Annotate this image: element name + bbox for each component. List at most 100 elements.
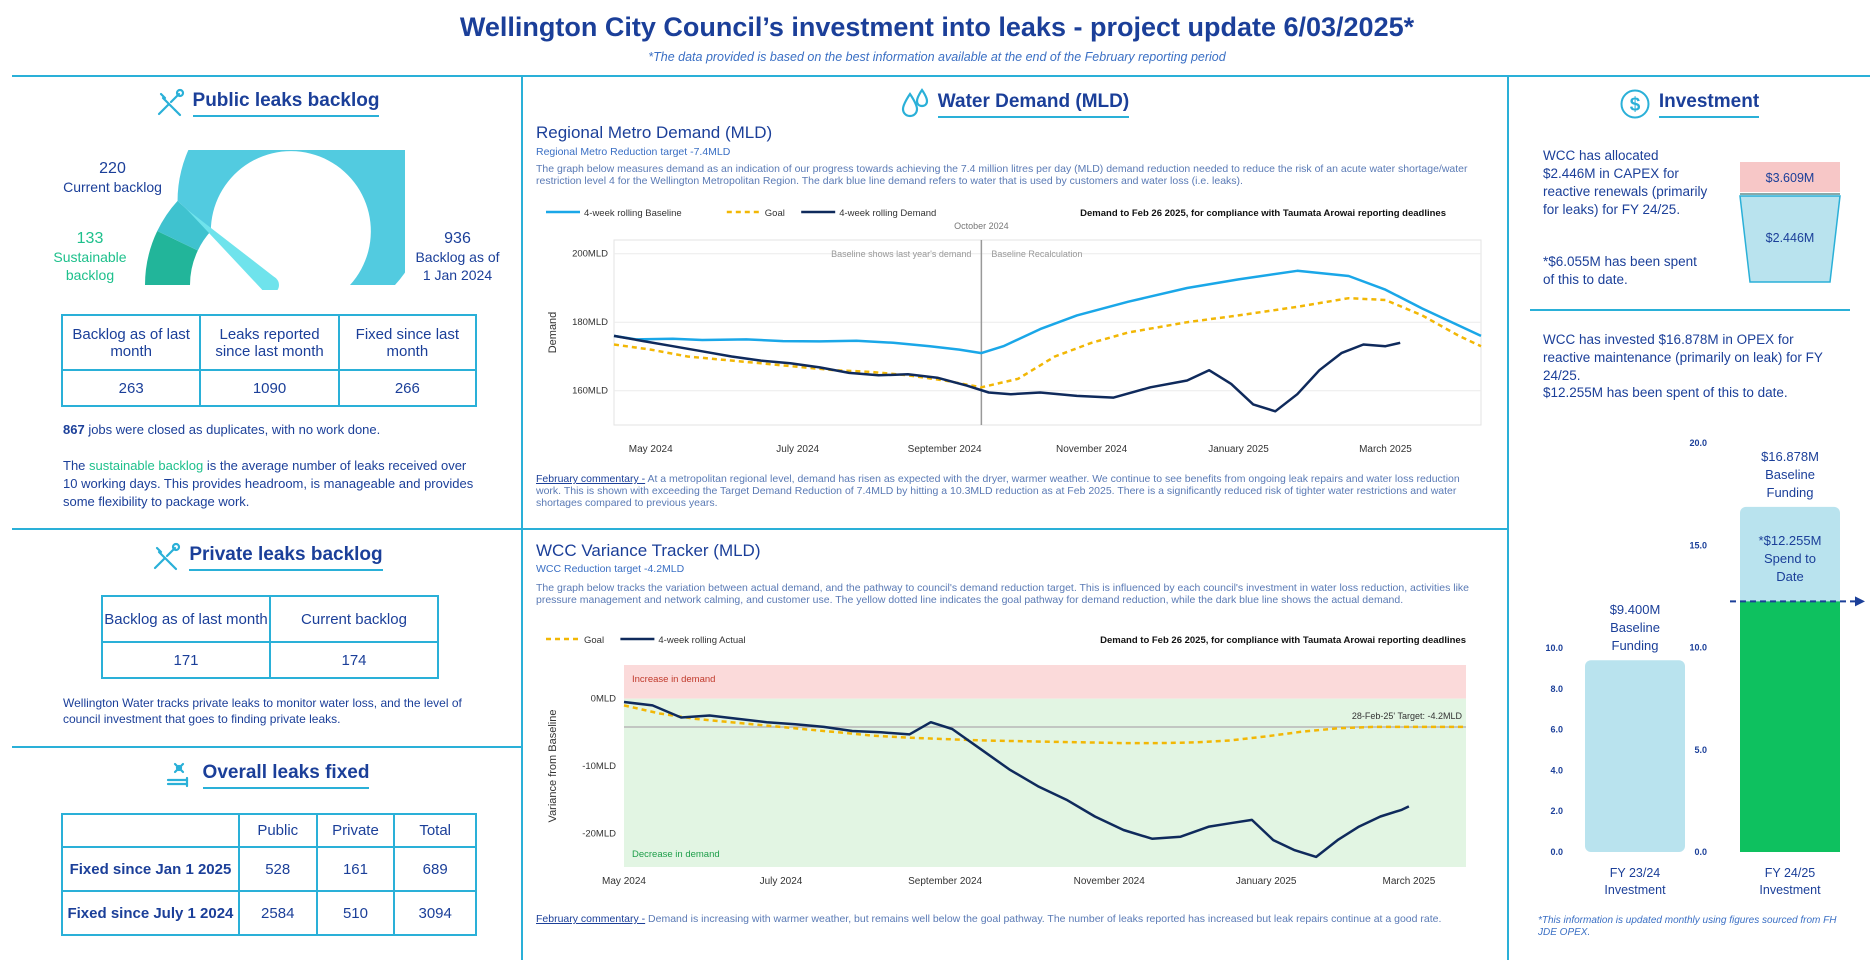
private-backlog-heading: Private leaks backlog <box>189 544 383 571</box>
variance-chart-title: WCC Variance Tracker (MLD) <box>536 541 761 560</box>
variance-ytick-2: -20MLD <box>582 828 616 839</box>
private-table-header-1: Current backlog <box>269 595 439 643</box>
variance-commentary: February commentary - Demand is increasi… <box>536 913 1481 925</box>
regional-xtick-0: May 2024 <box>629 444 673 455</box>
sustainable-note-post: is the average number of leaks received … <box>63 458 474 509</box>
regional-commentary-label: February commentary - <box>536 473 646 485</box>
gauge-needle-hub <box>261 276 279 290</box>
regional-ytick-1: 180MLD <box>572 317 608 328</box>
invest-left-ytick-5: 10.0 <box>1545 643 1563 653</box>
overall-row-label-0: Fixed since Jan 1 2025 <box>61 846 240 892</box>
regional-series-line-1 <box>613 296 1482 389</box>
public-private-divider <box>12 528 522 530</box>
bucket-top-label: $3.609M <box>1766 171 1815 185</box>
invest-bar2-label-value: $16.878M <box>1761 449 1819 464</box>
invest-bar1-label-word1: Baseline <box>1610 620 1660 635</box>
overall-col-private: Private <box>315 813 396 848</box>
invest-spend-label-value: *$12.255M <box>1759 533 1822 548</box>
overall-row0-public: 528 <box>237 846 318 892</box>
invest-right-ytick-4: 20.0 <box>1689 438 1707 448</box>
public-table-header-2: Fixed since last month <box>337 314 478 371</box>
regional-plot-area <box>613 239 1482 426</box>
regional-vline-left-note: Baseline shows last year's demand <box>831 249 971 259</box>
public-table-value-0: 263 <box>60 369 202 407</box>
overall-row1-private: 510 <box>315 890 396 936</box>
gauge-remaining-band <box>177 150 405 285</box>
variance-increase-label: Increase in demand <box>632 674 715 685</box>
page-subtitle: *The data provided is based on the best … <box>648 50 1226 64</box>
variance-decrease-label: Decrease in demand <box>632 849 720 860</box>
right-col-divider <box>1507 75 1509 960</box>
current-backlog-value: 220 <box>99 160 126 177</box>
regional-chart-description: The graph below measures demand as an in… <box>536 163 1468 187</box>
overall-fixed-table: Public Private Total Fixed since Jan 1 2… <box>61 813 477 936</box>
variance-note: Demand to Feb 26 2025, for compliance wi… <box>1100 635 1466 646</box>
invest-right-ytick-2: 10.0 <box>1689 643 1707 653</box>
sustainable-backlog-text-2: backlog <box>65 267 115 283</box>
public-table-value-1: 1090 <box>199 369 340 407</box>
regional-ylabel: Demand <box>547 312 559 354</box>
private-overall-divider <box>12 746 522 748</box>
variance-xtick-5: March 2025 <box>1383 876 1436 887</box>
overall-fixed-heading: Overall leaks fixed <box>202 762 370 789</box>
overall-row1-public: 2584 <box>237 890 318 936</box>
page-title: Wellington City Council’s investment int… <box>459 12 1415 42</box>
private-table-header-0: Backlog as of last month <box>101 595 271 643</box>
public-backlog-heading: Public leaks backlog <box>192 90 380 117</box>
invest-bar1-label-word2: Funding <box>1612 638 1659 653</box>
overall-col-public: Public <box>237 813 318 848</box>
regional-commentary: February commentary - At a metropolitan … <box>536 473 1481 509</box>
variance-xtick-3: November 2024 <box>1074 876 1146 887</box>
overall-row0-total: 689 <box>393 846 477 892</box>
private-table-value-1: 174 <box>269 641 439 679</box>
invest-right-ytick-0: 0.0 <box>1694 847 1707 857</box>
regional-note: Demand to Feb 26 2025, for compliance wi… <box>1080 208 1446 219</box>
invest-bar-fy2425-spend <box>1740 601 1840 852</box>
leak-repair-icon <box>166 762 188 788</box>
regional-commentary-text: At a metropolitan regional level, demand… <box>536 473 1460 509</box>
invest-right-ytick-1: 5.0 <box>1694 745 1707 755</box>
capex-text: WCC has allocated $2.446M in CAPEX for r… <box>1543 148 1708 217</box>
sustainable-backlog-label: 133 Sustainable backlog <box>40 230 140 284</box>
gauge-sustainable-band <box>145 231 198 285</box>
jan-backlog-label: 936 Backlog as of 1 Jan 2024 <box>405 230 510 284</box>
invest-bar1-label-value: $9.400M <box>1610 602 1661 617</box>
variance-commentary-text: Demand is increasing with warmer weather… <box>645 913 1442 925</box>
duplicates-count: 867 <box>63 422 85 437</box>
opex-spent: $12.255M has been spent of this to date. <box>1543 385 1788 400</box>
overall-row1-total: 3094 <box>393 890 477 936</box>
sustainable-note-link: sustainable backlog <box>89 458 204 473</box>
dollar-icon: $ <box>1620 89 1650 119</box>
water-drops-icon <box>901 88 928 118</box>
investment-footnote: *This information is updated monthly usi… <box>1538 915 1837 938</box>
private-backlog-header: Private leaks backlog <box>12 542 522 572</box>
regional-ytick-0: 160MLD <box>572 386 608 397</box>
sustainable-note-pre: The <box>63 458 90 473</box>
investment-header: $ Investment <box>1508 88 1870 120</box>
variance-xtick-4: January 2025 <box>1236 876 1297 887</box>
regional-xtick-3: November 2024 <box>1056 444 1128 455</box>
legend-label-0: 4-week rolling Baseline <box>584 208 682 219</box>
wrench-pipe-icon <box>154 542 181 571</box>
invest-category-0-line2: Investment <box>1604 883 1666 897</box>
duplicates-note: 867 jobs were closed as duplicates, with… <box>63 421 503 439</box>
invest-bar-fy2324-baseline <box>1585 660 1685 852</box>
invest-category-0-line1: FY 23/24 <box>1610 866 1661 880</box>
chart-divider <box>521 528 1508 530</box>
regional-xtick-5: March 2025 <box>1359 444 1412 455</box>
duplicates-text: jobs were closed as duplicates, with no … <box>84 422 381 437</box>
overall-row0-private: 161 <box>315 846 396 892</box>
jan-backlog-value: 936 <box>444 230 471 247</box>
invest-category-1-line1: FY 24/25 <box>1765 866 1816 880</box>
sustainable-backlog-value: 133 <box>76 230 104 247</box>
bucket-bottom-label: $2.446M <box>1766 231 1815 245</box>
regional-demand-chart: 4-week rolling Baseline Goal 4-week rollin… <box>546 208 1482 455</box>
public-table-value-2: 266 <box>337 369 478 407</box>
public-backlog-header: Public leaks backlog <box>12 88 522 118</box>
regional-xtick-4: January 2025 <box>1208 444 1269 455</box>
bucket-top-segment <box>1740 162 1840 192</box>
variance-legend-label-0: Goal <box>584 635 604 646</box>
backlog-gauge <box>145 150 405 290</box>
variance-target-label: 28-Feb-25' Target: -4.2MLD <box>1352 711 1463 721</box>
left-col-divider <box>521 75 523 960</box>
